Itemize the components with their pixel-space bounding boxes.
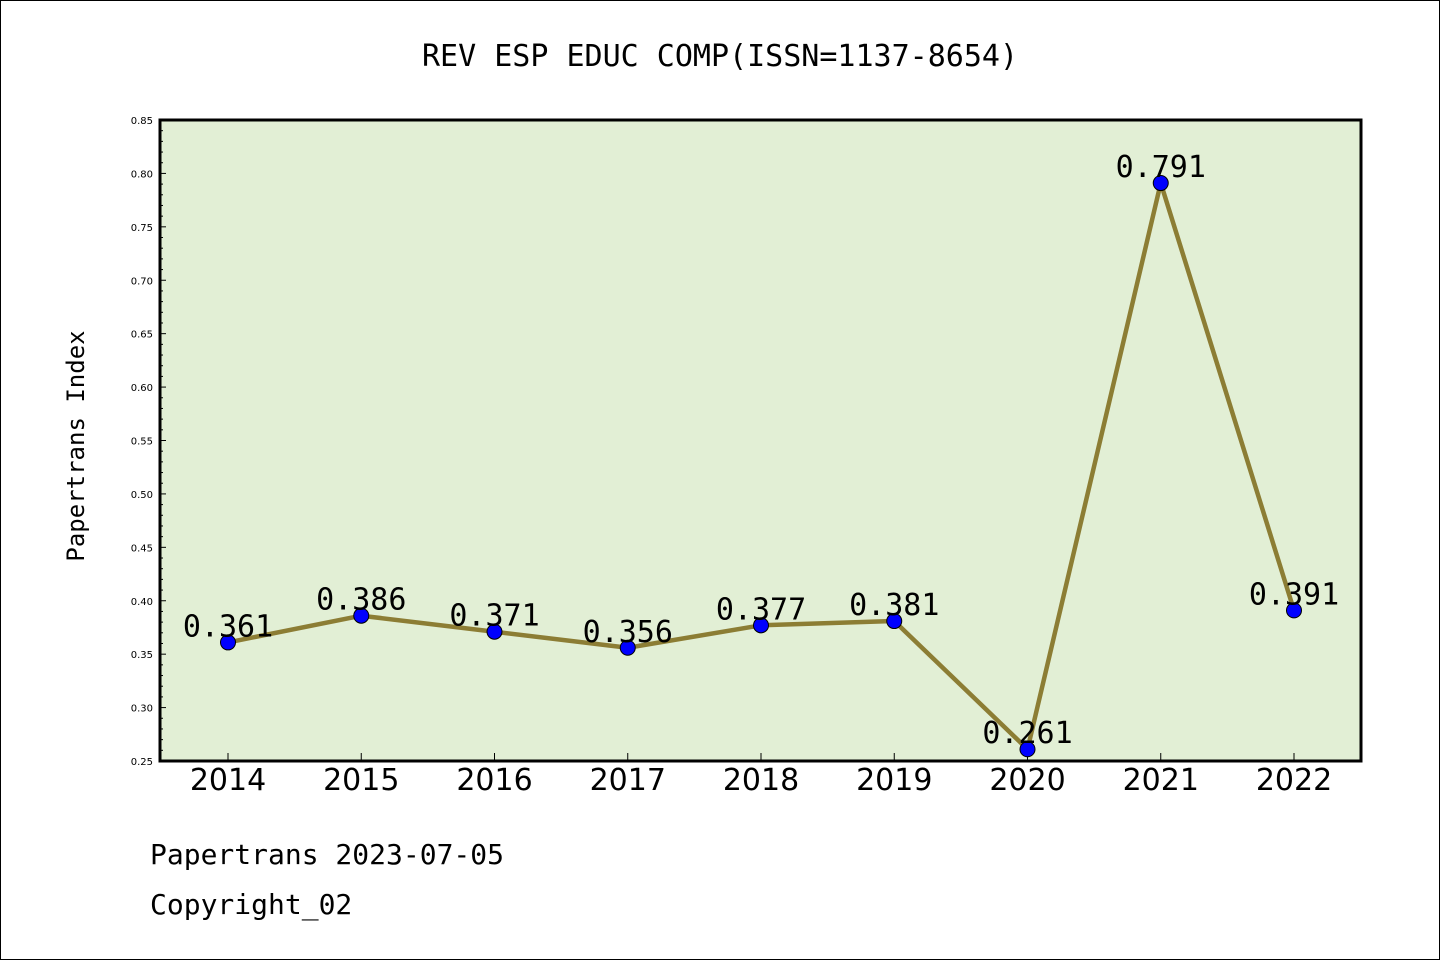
y-axis: 0.25 0.30 0.35 0.40 0.45 0.50 0.55 0.60 0.65 0.70… bbox=[131, 116, 166, 768]
data-label: 0.377 bbox=[716, 592, 806, 627]
x-tick-label: 2014 bbox=[190, 763, 266, 798]
data-label: 0.356 bbox=[583, 615, 673, 650]
x-tick-label: 2015 bbox=[323, 763, 399, 798]
x-tick-label: 2019 bbox=[856, 763, 932, 798]
x-tick-label: 2021 bbox=[1123, 763, 1199, 798]
data-label: 0.371 bbox=[449, 599, 539, 634]
x-tick-label: 2018 bbox=[723, 763, 799, 798]
x-tick-label: 2022 bbox=[1256, 763, 1332, 798]
data-point bbox=[1152, 175, 1169, 192]
y-tick-label: 0.75 bbox=[131, 223, 153, 234]
x-tick-label: 2017 bbox=[590, 763, 666, 798]
y-tick-label: 0.25 bbox=[131, 757, 153, 768]
data-label: 0.791 bbox=[1116, 150, 1206, 185]
data-labels: 0.361 0.386 0.371 0.356 0.377 0.381 0.261 0.791… bbox=[183, 150, 1339, 751]
data-label: 0.386 bbox=[316, 583, 406, 618]
data-point bbox=[886, 613, 903, 630]
data-point bbox=[1286, 602, 1302, 619]
y-tick-label: 0.35 bbox=[131, 650, 153, 661]
data-label: 0.361 bbox=[183, 609, 273, 644]
data-point bbox=[220, 634, 236, 651]
footer-date: Papertrans 2023-07-05 bbox=[150, 838, 504, 871]
data-point bbox=[1019, 741, 1036, 758]
footer-copyright: Copyright_02 bbox=[150, 888, 352, 922]
data-point bbox=[619, 639, 636, 656]
y-tick-label: 0.80 bbox=[131, 169, 153, 180]
y-tick-label: 0.85 bbox=[131, 116, 153, 127]
plot-area bbox=[158, 118, 1363, 763]
series-group bbox=[220, 175, 1302, 758]
y-tick-label: 0.50 bbox=[131, 490, 153, 501]
y-axis-label: Papertrans Index bbox=[62, 330, 90, 561]
y-tick-label: 0.70 bbox=[131, 276, 153, 287]
y-tick-label: 0.65 bbox=[131, 330, 153, 341]
data-label: 0.261 bbox=[982, 716, 1072, 751]
x-axis: 2014 2015 2016 2017 2018 2019 2020 2021 2022 bbox=[190, 753, 1332, 798]
y-tick-label: 0.60 bbox=[131, 383, 153, 394]
x-tick-label: 2016 bbox=[456, 763, 532, 798]
y-tick-label: 0.30 bbox=[131, 704, 153, 715]
data-label: 0.391 bbox=[1249, 577, 1339, 612]
x-tick-label: 2020 bbox=[989, 763, 1065, 798]
y-tick-label: 0.55 bbox=[131, 437, 153, 448]
data-point bbox=[353, 607, 370, 624]
data-point bbox=[753, 617, 769, 634]
y-tick-label: 0.40 bbox=[131, 597, 153, 608]
data-point bbox=[486, 623, 503, 640]
chart-title: REV ESP EDUC COMP(ISSN=1137-8654) bbox=[422, 39, 1018, 74]
y-tick-label: 0.45 bbox=[131, 543, 153, 554]
data-label: 0.381 bbox=[849, 588, 939, 623]
